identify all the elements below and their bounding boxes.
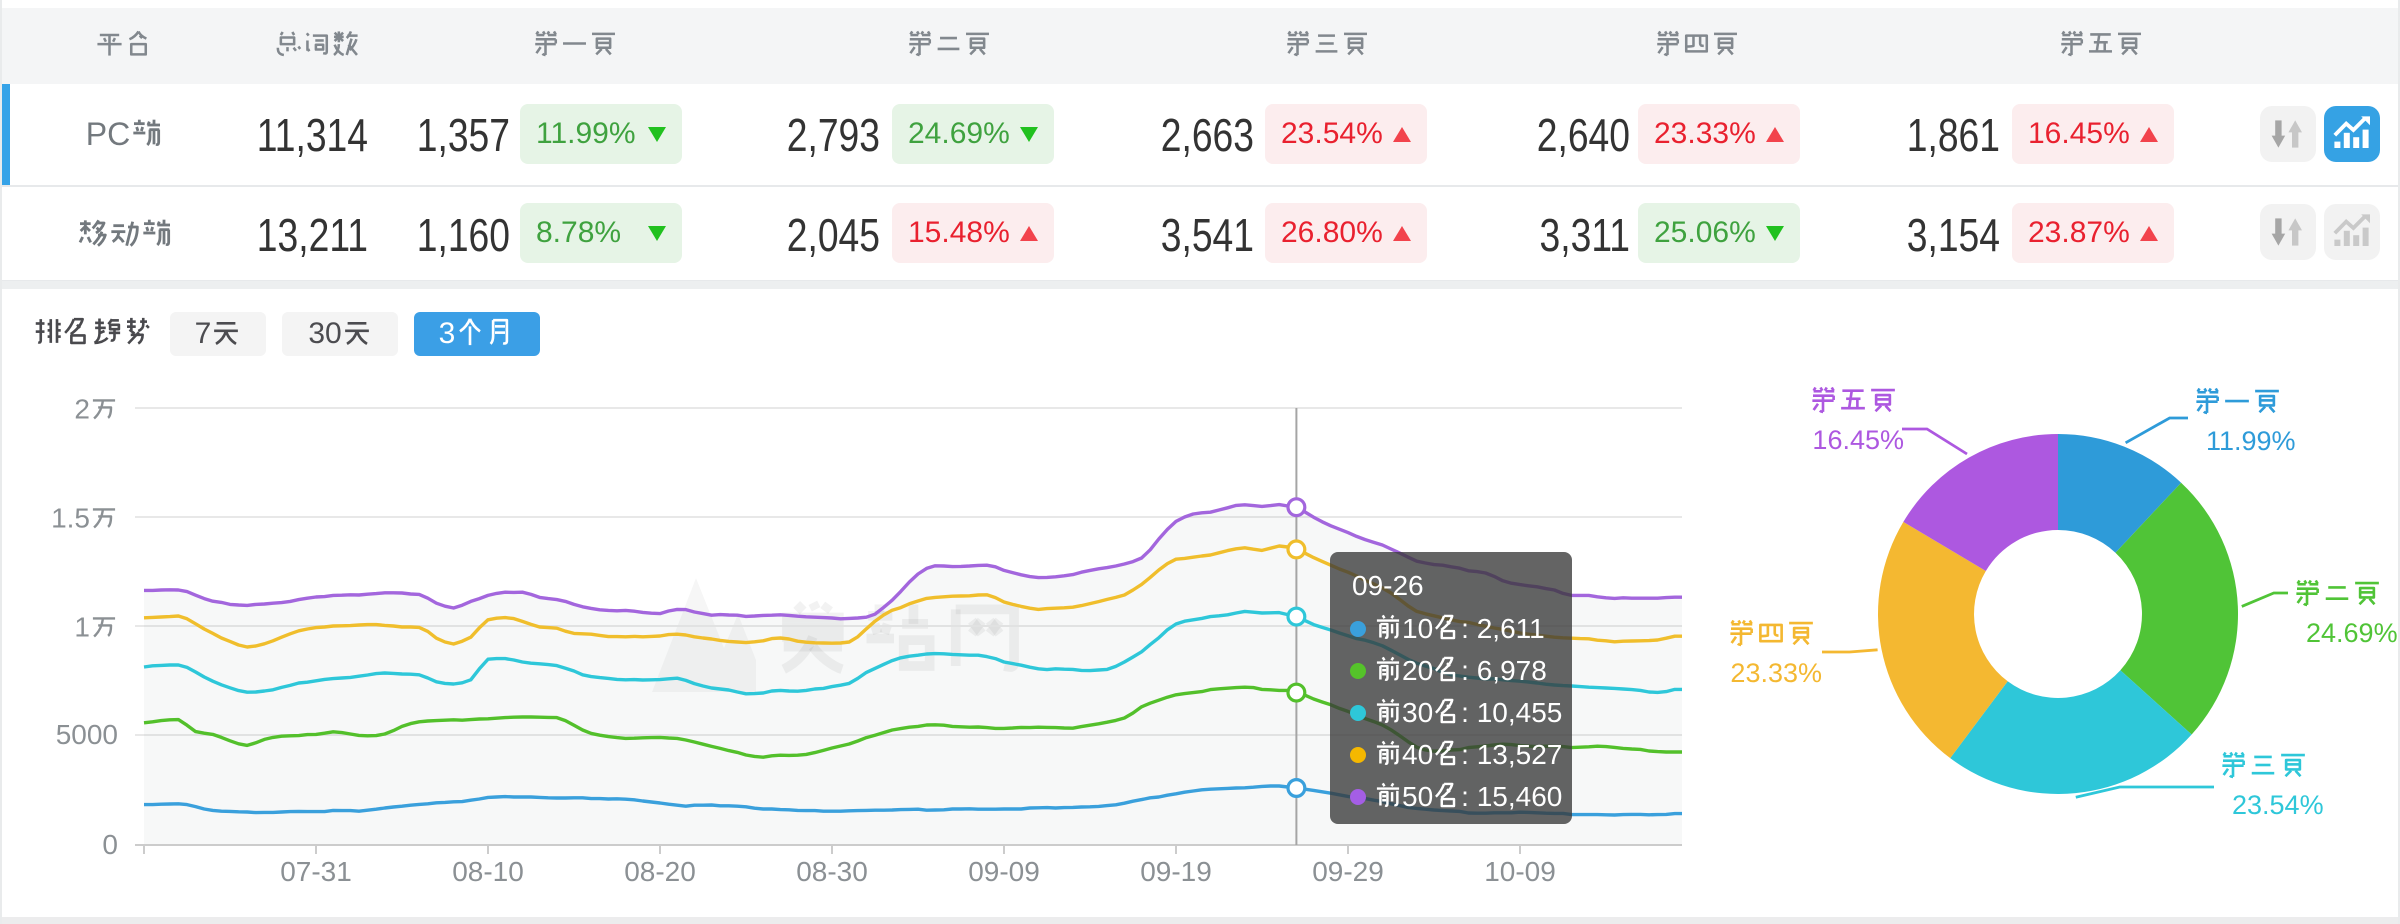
- svg-text:08-10: 08-10: [452, 856, 524, 887]
- svg-text:07-31: 07-31: [280, 856, 352, 887]
- svg-text:09-09: 09-09: [968, 856, 1040, 887]
- svg-text:10-09: 10-09: [1484, 856, 1556, 887]
- svg-text:08-30: 08-30: [796, 856, 868, 887]
- svg-text:09-29: 09-29: [1312, 856, 1384, 887]
- svg-text:09-19: 09-19: [1140, 856, 1212, 887]
- svg-text:08-20: 08-20: [624, 856, 696, 887]
